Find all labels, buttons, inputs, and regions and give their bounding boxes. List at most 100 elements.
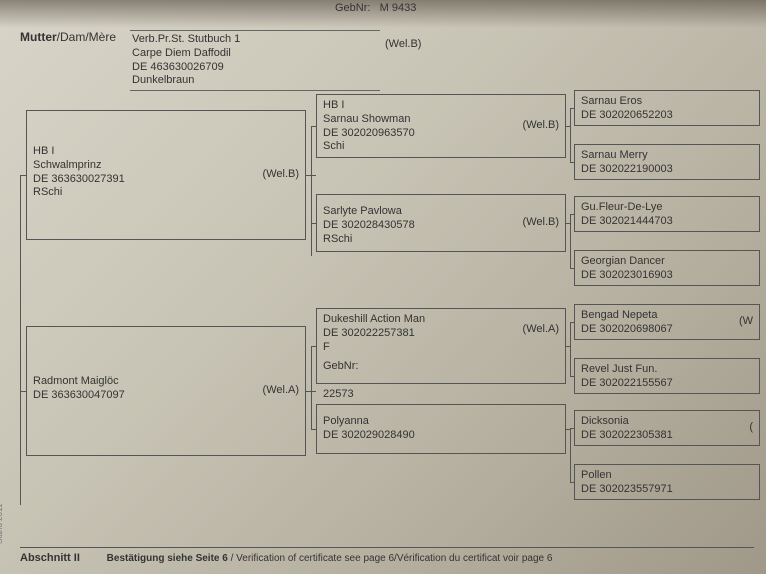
pedigree-document: GebNr: M 9433 Mutter/Dam/Mère Verb.Pr.St…	[0, 0, 766, 574]
ggp5-l2: DE 302020698067	[581, 323, 753, 337]
gp4-l1: Polyanna	[323, 415, 559, 429]
gp2-section: (Wel.B)	[523, 216, 559, 230]
ggp2-l1: Sarnau Merry	[581, 149, 753, 163]
gp3-gebnr: GebNr: 22573	[323, 360, 559, 401]
gebnr-value: M 9433	[380, 2, 417, 14]
conn-v	[570, 214, 571, 268]
ggp8-l1: Pollen	[581, 469, 753, 483]
gp1-l1: HB I	[323, 99, 559, 113]
footer: Abschnitt II Bestätigung siehe Seite 6 /…	[20, 547, 754, 564]
ggp4-l1: Georgian Dancer	[581, 255, 753, 269]
ggp6-l1: Revel Just Fun.	[581, 363, 753, 377]
sire-box: HB I Schwalmprinz DE 363630027391 RSchi …	[26, 110, 306, 240]
conn-v	[570, 428, 571, 482]
pedigree-tree: HB I Schwalmprinz DE 363630027391 RSchi …	[26, 90, 754, 520]
sire-lines: HB I Schwalmprinz DE 363630027391 RSchi	[33, 145, 299, 200]
conn-v	[311, 346, 312, 430]
ggp1-l1: Sarnau Eros	[581, 95, 753, 109]
ggp2-l2: DE 302022190003	[581, 163, 753, 177]
ggp2-lines: Sarnau Merry DE 302022190003	[581, 149, 753, 177]
ggp4-box: Georgian Dancer DE 302023016903	[574, 250, 760, 286]
damsire-l1: Radmont Maiglöc	[33, 375, 299, 389]
conn-h	[311, 223, 316, 224]
sire-l3: DE 363630027391	[33, 173, 299, 187]
conn-h	[311, 346, 316, 347]
gp4-l2: DE 302029028490	[323, 429, 559, 443]
dam-label-bold: Mutter	[20, 30, 57, 44]
conn-h	[570, 428, 574, 429]
gebnr-label: GebNr:	[335, 2, 370, 14]
conn-root-h	[20, 175, 26, 176]
ggp7-l1: Dicksonia	[581, 415, 753, 429]
gp3-box: Dukeshill Action Man DE 302022257381 F G…	[316, 308, 566, 384]
conn-h	[570, 268, 574, 269]
damsire-box: Radmont Maiglöc DE 363630047097 (Wel.A)	[26, 326, 306, 456]
sire-l4: RSchi	[33, 186, 299, 200]
conn-h	[570, 376, 574, 377]
conn-v	[570, 108, 571, 162]
dam-label: Mutter/Dam/Mère	[20, 30, 116, 44]
dam-name: Carpe Diem Daffodil	[132, 47, 374, 61]
ggp6-lines: Revel Just Fun. DE 302022155567	[581, 363, 753, 391]
ggp5-l1: Bengad Nepeta	[581, 309, 753, 323]
ggp1-lines: Sarnau Eros DE 302020652203	[581, 95, 753, 123]
gp2-box: Sarlyte Pavlowa DE 302028430578 RSchi (W…	[316, 194, 566, 252]
ggp7-lines: Dicksonia DE 302022305381	[581, 415, 753, 443]
ggp7-l2: DE 302022305381	[581, 429, 753, 443]
ggp3-l1: Gu.Fleur-De-Lye	[581, 201, 753, 215]
conn-h	[311, 429, 316, 430]
gp1-l4: Schi	[323, 140, 559, 154]
ggp1-box: Sarnau Eros DE 302020652203	[574, 90, 760, 126]
ggp7-section: (	[749, 421, 753, 435]
ggp5-lines: Bengad Nepeta DE 302020698067	[581, 309, 753, 337]
dam-label-rest: /Dam/Mère	[57, 30, 116, 44]
ggp8-lines: Pollen DE 302023557971	[581, 469, 753, 497]
ggp3-lines: Gu.Fleur-De-Lye DE 302021444703	[581, 201, 753, 229]
conn-root-v	[20, 175, 21, 505]
conn-root-h	[20, 391, 26, 392]
gp3-l3: F	[323, 341, 559, 355]
conn-v	[311, 126, 312, 256]
conn-h	[566, 223, 570, 224]
ggp7-box: Dicksonia DE 302022305381 (	[574, 410, 760, 446]
sire-l1: HB I	[33, 145, 299, 159]
conn-h	[570, 482, 574, 483]
ggp5-box: Bengad Nepeta DE 302020698067 (W	[574, 304, 760, 340]
ggp6-l2: DE 302022155567	[581, 377, 753, 391]
ggp8-l2: DE 302023557971	[581, 483, 753, 497]
gp2-l3: RSchi	[323, 233, 559, 247]
dam-color: Dunkelbraun	[132, 74, 374, 88]
sire-l2: Schwalmprinz	[33, 159, 299, 173]
gp4-lines: Polyanna DE 302029028490	[323, 415, 559, 443]
gp1-section: (Wel.B)	[523, 119, 559, 133]
conn-h	[566, 126, 570, 127]
conn-h	[566, 346, 570, 347]
conn-h	[311, 126, 316, 127]
damsire-section: (Wel.A)	[263, 384, 299, 398]
ggp4-lines: Georgian Dancer DE 302023016903	[581, 255, 753, 283]
dam-header: Mutter/Dam/Mère Verb.Pr.St. Stutbuch 1 C…	[20, 30, 380, 91]
conn-h	[566, 429, 570, 430]
gp3-gebnr-label: GebNr:	[323, 360, 559, 374]
conn-h	[570, 108, 574, 109]
conn-h	[570, 162, 574, 163]
ggp5-section: (W	[739, 315, 753, 329]
footer-rest: / Verification of certificate see page 6…	[228, 553, 553, 564]
ggp3-box: Gu.Fleur-De-Lye DE 302021444703	[574, 196, 760, 232]
dam-box: Verb.Pr.St. Stutbuch 1 Carpe Diem Daffod…	[130, 30, 380, 91]
ggp3-l2: DE 302021444703	[581, 215, 753, 229]
dam-section: (Wel.B)	[385, 38, 421, 50]
dam-title: Verb.Pr.St. Stutbuch 1	[132, 33, 374, 47]
conn-h	[570, 322, 574, 323]
conn-v	[570, 322, 571, 376]
conn-h	[570, 214, 574, 215]
print-stand: Stand 2011	[0, 504, 4, 544]
dam-id: DE 463630026709	[132, 61, 374, 75]
sire-section: (Wel.B)	[263, 168, 299, 182]
gp1-box: HB I Sarnau Showman DE 302020963570 Schi…	[316, 94, 566, 158]
ggp2-box: Sarnau Merry DE 302022190003	[574, 144, 760, 180]
ggp8-box: Pollen DE 302023557971	[574, 464, 760, 500]
ggp1-l2: DE 302020652203	[581, 109, 753, 123]
ggp6-box: Revel Just Fun. DE 302022155567	[574, 358, 760, 394]
damsire-l2: DE 363630047097	[33, 389, 299, 403]
